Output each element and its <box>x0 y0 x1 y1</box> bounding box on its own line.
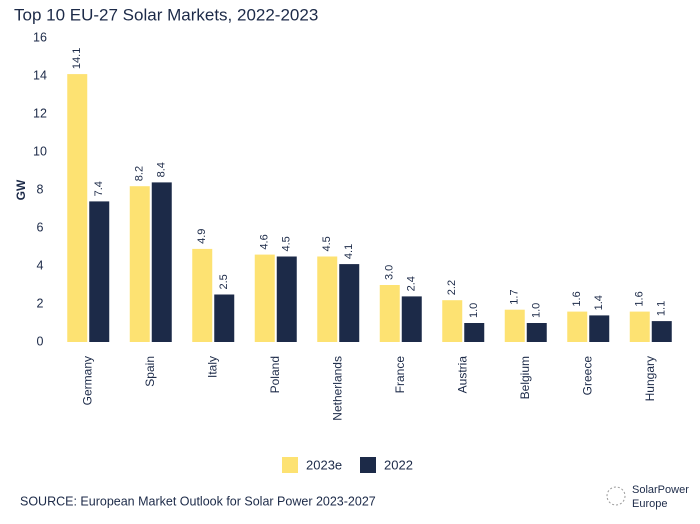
y-tick-label: 8 <box>37 182 44 196</box>
x-tick-label: Italy <box>205 356 219 378</box>
y-tick-label: 14 <box>33 68 47 82</box>
logo-text: Europe <box>632 498 667 510</box>
bar <box>442 300 463 342</box>
bar <box>89 201 110 342</box>
data-label: 8.2 <box>134 166 146 181</box>
x-tick-label: Austria <box>455 356 469 394</box>
bar <box>254 254 275 342</box>
x-tick-label: Spain <box>143 356 157 387</box>
bar <box>589 315 610 342</box>
bar <box>504 309 525 342</box>
data-label: 14.1 <box>71 48 83 69</box>
y-tick-label: 6 <box>37 220 44 234</box>
bar <box>214 294 235 342</box>
data-label: 1.6 <box>634 291 646 306</box>
logo-text: SolarPower <box>632 484 689 496</box>
legend-label: 2022 <box>384 457 413 472</box>
bar <box>129 186 150 342</box>
legend-label: 2023e <box>306 457 342 472</box>
data-label: 2.4 <box>406 276 418 291</box>
bar <box>151 182 172 342</box>
y-tick-label: 10 <box>33 144 47 158</box>
data-label: 1.0 <box>468 303 480 318</box>
y-tick-label: 12 <box>33 106 47 120</box>
data-label: 7.4 <box>93 181 105 196</box>
bar <box>526 323 547 342</box>
data-label: 8.4 <box>156 162 168 177</box>
y-tick-label: 0 <box>37 334 44 348</box>
y-tick-label: 16 <box>33 30 47 44</box>
bar <box>629 311 650 342</box>
data-label: 1.7 <box>509 289 521 304</box>
bar <box>464 323 485 342</box>
x-tick-label: Poland <box>268 356 282 393</box>
x-tick-label: Germany <box>80 356 94 405</box>
data-label: 1.6 <box>571 291 583 306</box>
logo: SolarPower Europe <box>606 484 689 510</box>
data-label: 4.5 <box>281 236 293 251</box>
bar <box>379 285 400 342</box>
chart-title: Top 10 EU-27 Solar Markets, 2022-2023 <box>14 5 318 24</box>
x-tick-label: France <box>393 356 407 394</box>
x-tick-label: Greece <box>580 356 594 396</box>
y-axis-label: GW <box>14 179 28 200</box>
data-label: 2.2 <box>446 280 458 295</box>
bar <box>192 248 213 342</box>
data-label: 4.6 <box>259 234 271 249</box>
data-label: 4.5 <box>321 236 333 251</box>
y-tick-label: 2 <box>37 296 44 310</box>
data-label: 1.1 <box>656 301 668 316</box>
bar <box>339 264 360 342</box>
legend-swatch <box>360 457 376 473</box>
data-label: 2.5 <box>218 274 230 289</box>
data-label: 4.1 <box>343 244 355 259</box>
logo-icon <box>606 486 626 506</box>
data-label: 4.9 <box>196 229 208 244</box>
bar <box>276 256 297 342</box>
x-tick-label: Hungary <box>643 356 657 401</box>
y-tick-label: 4 <box>37 258 44 272</box>
x-tick-label: Belgium <box>518 356 532 399</box>
bar <box>567 311 588 342</box>
source: SOURCE: European Market Outlook for Sola… <box>20 494 376 508</box>
data-label: 1.0 <box>531 303 543 318</box>
data-label: 3.0 <box>384 265 396 280</box>
bar <box>317 256 338 342</box>
x-tick-label: Netherlands <box>330 356 344 421</box>
legend-swatch <box>282 457 298 473</box>
bar <box>67 74 88 342</box>
bar <box>401 296 422 342</box>
bar <box>651 321 672 342</box>
data-label: 1.4 <box>593 295 605 310</box>
